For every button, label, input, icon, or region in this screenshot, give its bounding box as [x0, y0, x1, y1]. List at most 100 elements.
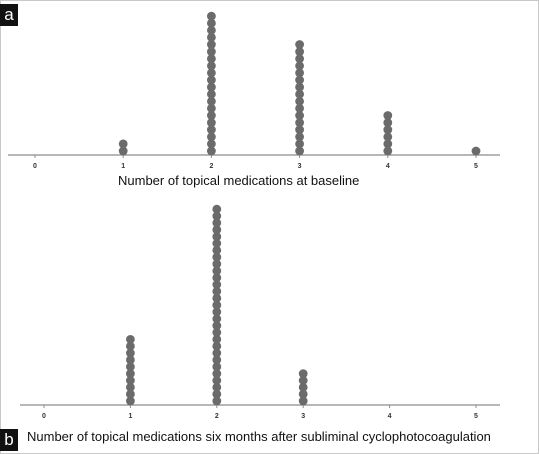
data-point-b	[212, 314, 222, 324]
dot-plot-b: 0 1 2 3 4 5	[20, 204, 500, 420]
data-point-a	[207, 40, 216, 49]
data-point-a	[295, 75, 304, 85]
data-point-b	[298, 376, 308, 385]
data-point-a	[295, 96, 304, 106]
data-point-b	[212, 293, 222, 303]
data-point-b	[212, 232, 222, 241]
data-point-a	[471, 146, 481, 156]
x-tick-label-b: 4	[388, 413, 392, 420]
data-point-b	[212, 328, 222, 337]
data-point-b	[212, 355, 222, 365]
data-point-b	[212, 321, 222, 331]
data-point-b	[212, 348, 222, 358]
data-point-a	[207, 18, 216, 28]
data-point-b	[125, 369, 135, 378]
data-point-b	[212, 204, 222, 214]
data-point-b	[212, 369, 222, 378]
data-point-a	[207, 33, 216, 42]
data-point-a	[207, 61, 216, 71]
data-point-a	[207, 75, 216, 85]
data-point-a	[207, 118, 216, 127]
data-point-b	[212, 225, 222, 235]
data-point-a	[295, 111, 304, 120]
x-tick-label-a: 3	[298, 163, 302, 170]
data-point-b	[212, 211, 222, 221]
x-tick-label-a: 2	[209, 163, 213, 170]
x-tick-label-b: 2	[215, 413, 219, 420]
data-point-b	[212, 307, 222, 317]
data-point-a	[383, 118, 393, 127]
data-point-a	[295, 68, 304, 78]
x-axis-label-a: Number of topical medications at baselin…	[118, 173, 360, 188]
data-point-b	[125, 348, 135, 358]
data-point-a	[295, 40, 304, 49]
data-point-b	[212, 266, 222, 276]
data-point-b	[212, 273, 222, 283]
data-point-b	[125, 341, 135, 351]
data-point-b	[212, 239, 222, 248]
data-point-b	[212, 218, 222, 228]
data-point-b	[212, 382, 222, 392]
x-tick-label-a: 0	[33, 163, 37, 170]
data-point-a	[383, 125, 393, 135]
data-point-b	[212, 280, 222, 289]
data-point-a	[207, 68, 216, 78]
data-point-a	[207, 146, 216, 156]
data-point-b	[212, 341, 222, 351]
data-point-b	[125, 376, 135, 385]
panel-b: 0 1 2 3 4 5 b Number of topical medications s…	[0, 200, 539, 454]
x-tick-label-b: 1	[128, 413, 132, 420]
data-point-a	[207, 54, 216, 64]
data-point-a	[295, 118, 304, 127]
data-point-a	[383, 132, 393, 142]
data-point-a	[207, 125, 216, 135]
data-point-b	[298, 382, 308, 392]
data-point-a	[295, 54, 304, 64]
x-axis-label-b: Number of topical medications six months…	[27, 429, 491, 444]
data-point-a	[295, 47, 304, 56]
data-point-a	[207, 89, 216, 99]
data-point-a	[207, 47, 216, 56]
data-point-a	[295, 139, 304, 149]
data-point-b	[212, 334, 222, 344]
dot-plot-a: 0 1 2 3 4 5	[8, 11, 500, 170]
data-point-a	[295, 132, 304, 142]
data-point-a	[207, 25, 216, 35]
data-point-a	[295, 146, 304, 156]
data-point-b	[212, 362, 222, 372]
data-point-b	[212, 252, 222, 262]
data-point-a	[207, 104, 216, 113]
x-tick-label-b: 0	[42, 413, 46, 420]
data-point-a	[207, 82, 216, 92]
data-point-a	[295, 125, 304, 135]
data-point-b	[298, 396, 308, 406]
data-point-b	[212, 287, 222, 296]
data-point-b	[212, 245, 222, 255]
x-tick-label-b: 5	[474, 413, 478, 420]
data-point-b	[125, 362, 135, 372]
data-point-b	[212, 259, 222, 269]
data-point-a	[383, 139, 393, 149]
data-point-a	[207, 11, 216, 21]
data-point-b	[212, 396, 222, 406]
data-point-a	[295, 82, 304, 92]
data-point-a	[207, 139, 216, 149]
data-point-a	[207, 96, 216, 106]
data-point-a	[383, 146, 393, 156]
data-point-b	[125, 389, 135, 399]
data-point-b	[125, 396, 135, 406]
data-point-b	[212, 376, 222, 385]
data-point-b	[125, 334, 135, 344]
data-point-a	[295, 61, 304, 71]
x-tick-label-a: 4	[386, 163, 390, 170]
data-point-b	[212, 389, 222, 399]
data-point-b	[298, 369, 308, 378]
data-point-b	[298, 389, 308, 399]
data-point-b	[212, 300, 222, 310]
data-point-a	[207, 111, 216, 120]
x-tick-label-a: 5	[474, 163, 478, 170]
data-point-a	[383, 111, 393, 120]
panel-label-a: a	[0, 4, 18, 26]
panel-label-b: b	[0, 429, 18, 451]
